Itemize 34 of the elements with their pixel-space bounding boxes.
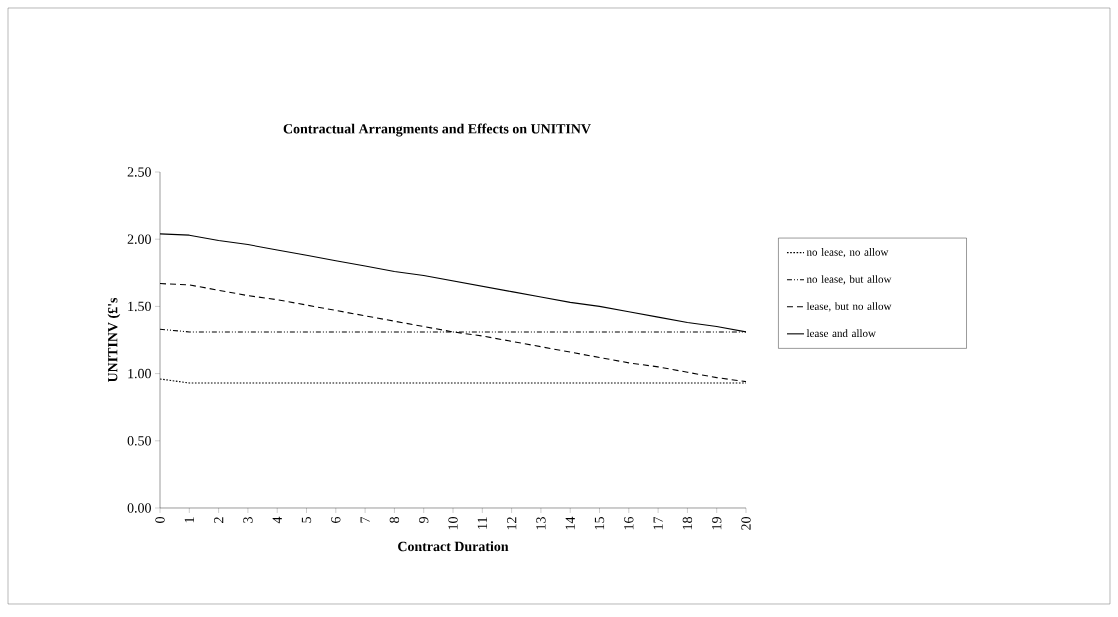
x-tick-label: 2: [213, 517, 224, 523]
x-tick-label: 3: [243, 517, 253, 523]
x-tick-label: 15: [594, 517, 605, 530]
x-tick-label: 7: [360, 516, 370, 523]
legend-label: lease and allow: [806, 329, 876, 338]
x-tick-label: 20: [741, 517, 751, 530]
x-tick-label: 12: [506, 517, 517, 530]
legend-label: lease, but no allow: [806, 302, 892, 312]
y-tick-label: 2.00: [127, 234, 151, 244]
x-tick-label: 11: [477, 517, 487, 529]
y-tick-label: 0.00: [127, 503, 151, 513]
chart-title: Contractual Arrangments and Effects on UNITINV: [283, 123, 591, 137]
x-tick-label: 4: [272, 516, 282, 524]
x-tick-label: 5: [301, 517, 312, 523]
y-tick-label: 0.50: [127, 436, 151, 446]
x-tick-label: 17: [653, 516, 663, 530]
x-tick-label: 18: [682, 517, 693, 530]
legend-label: no lease, but allow: [806, 275, 892, 285]
x-tick-label: 1: [184, 517, 194, 523]
y-tick-label: 1.00: [128, 368, 151, 379]
x-tick-label: 19: [712, 517, 722, 530]
x-tick-label: 16: [624, 516, 634, 530]
x-tick-label: 9: [419, 517, 429, 524]
x-tick-label: 0: [155, 517, 165, 523]
y-tick-label: 2.50: [127, 167, 151, 177]
legend-label: no lease, no allow: [806, 248, 889, 258]
x-tick-label: 6: [331, 516, 341, 523]
x-tick-label: 14: [565, 516, 575, 530]
x-tick-label: 13: [536, 517, 546, 530]
x-axis-title: Contract Duration: [398, 541, 509, 552]
x-tick-label: 8: [389, 517, 400, 523]
y-tick-label: 1.50: [128, 301, 151, 312]
y-axis-title: UNITINV (£'s: [107, 297, 121, 383]
x-tick-label: 10: [448, 517, 458, 530]
